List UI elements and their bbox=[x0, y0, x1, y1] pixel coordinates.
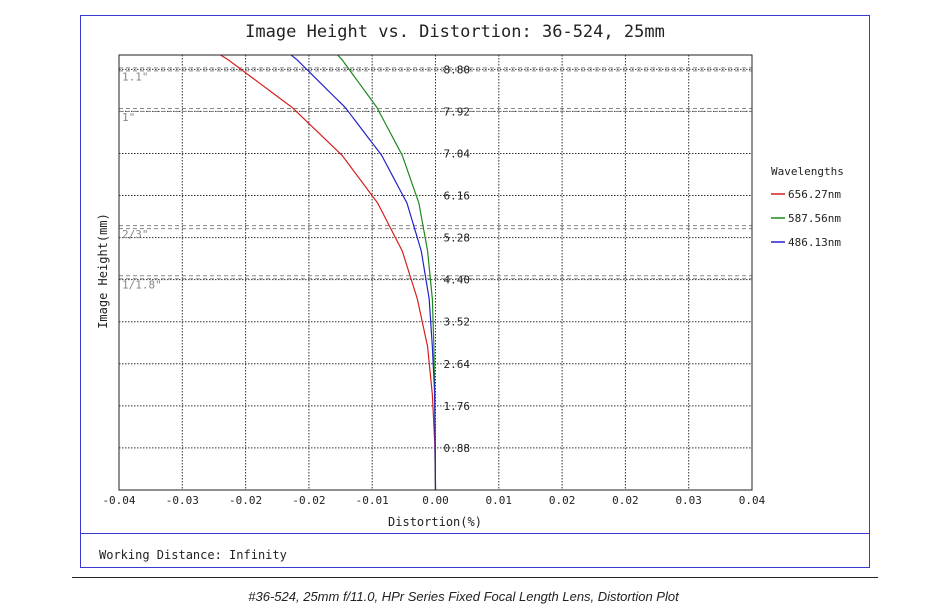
y-tick-label: 2.64 bbox=[444, 358, 471, 371]
y-tick-label: 4.40 bbox=[444, 274, 471, 287]
working-distance-text: Working Distance: Infinity bbox=[99, 548, 287, 562]
x-tick-label: -0.03 bbox=[166, 494, 199, 507]
y-tick-label: 8.80 bbox=[444, 63, 471, 76]
x-tick-label: -0.02 bbox=[292, 494, 325, 507]
plot-area-border bbox=[118, 54, 753, 491]
x-tick-label: 0.03 bbox=[675, 494, 702, 507]
figure-caption: #36-524, 25mm f/11.0, HPr Series Fixed F… bbox=[248, 589, 679, 604]
sensor-label: 2/3" bbox=[122, 228, 149, 241]
x-tick-label: 0.01 bbox=[486, 494, 513, 507]
legend-item-label: 656.27nm bbox=[788, 188, 841, 201]
x-axis-label: Distortion(%) bbox=[388, 515, 482, 529]
y-axis-label: Image Height(mm) bbox=[96, 213, 110, 329]
distortion-chart: Image Height vs. Distortion: 36-524, 25m… bbox=[96, 22, 844, 529]
x-tick-label: -0.04 bbox=[102, 494, 135, 507]
caption-rule bbox=[72, 577, 878, 578]
sensor-size-lines: 1.1" 1" 2/3" 1/1.8" bbox=[119, 67, 752, 291]
legend: Wavelengths 656.27nm 587.56nm 486.13nm bbox=[771, 165, 844, 249]
sensor-label: 1.1" bbox=[122, 70, 149, 83]
plot-frame bbox=[80, 15, 870, 568]
y-tick-label: 7.92 bbox=[444, 105, 471, 118]
x-tick-label: -0.01 bbox=[356, 494, 389, 507]
y-tick-label: 6.16 bbox=[444, 190, 471, 203]
working-distance-divider bbox=[80, 533, 870, 534]
y-tick-labels: 0.88 1.76 2.64 3.52 4.40 5.28 6.16 7.04 7.92 8.80 bbox=[444, 63, 471, 455]
x-tick-label: 0.02 bbox=[549, 494, 576, 507]
y-tick-label: 5.28 bbox=[444, 232, 471, 245]
x-tick-label: -0.02 bbox=[229, 494, 262, 507]
y-tick-label: 0.88 bbox=[444, 442, 471, 455]
x-tick-label: 0.00 bbox=[422, 494, 449, 507]
y-tick-label: 3.52 bbox=[444, 316, 471, 329]
y-tick-label: 1.76 bbox=[444, 400, 471, 413]
x-tick-labels: -0.04 -0.03 -0.02 -0.02 -0.01 0.00 0.01 0.02 0.0… bbox=[102, 494, 765, 507]
chart-title: Image Height vs. Distortion: 36-524, 25m… bbox=[245, 22, 665, 42]
series-line bbox=[290, 55, 437, 490]
legend-item-label: 486.13nm bbox=[788, 236, 841, 249]
x-tick-label: 0.02 bbox=[612, 494, 639, 507]
series-lines bbox=[219, 55, 437, 490]
sensor-label: 1/1.8" bbox=[122, 278, 162, 291]
legend-title: Wavelengths bbox=[771, 165, 844, 178]
series-line bbox=[336, 55, 437, 490]
series-line bbox=[219, 55, 437, 490]
sensor-label: 1" bbox=[122, 111, 135, 124]
y-tick-label: 7.04 bbox=[444, 147, 471, 160]
x-tick-label: 0.04 bbox=[739, 494, 766, 507]
legend-item-label: 587.56nm bbox=[788, 212, 841, 225]
